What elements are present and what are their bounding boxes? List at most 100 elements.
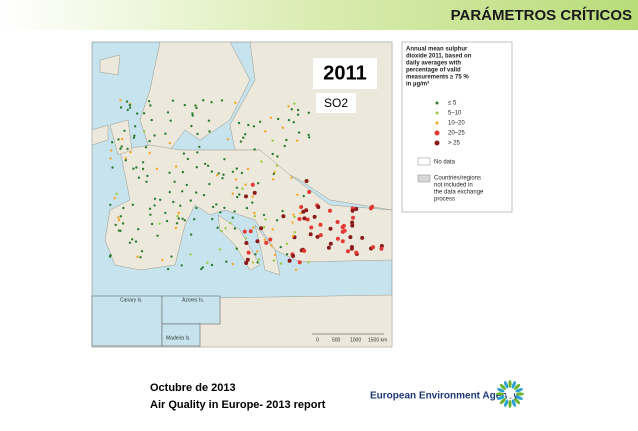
station-dot <box>222 173 225 176</box>
station-dot <box>221 177 224 180</box>
inset-label: Azores Is. <box>182 297 204 303</box>
station-dot <box>312 214 317 219</box>
station-dot <box>264 130 267 133</box>
pollutant-box <box>316 93 356 113</box>
station-dot <box>128 241 132 244</box>
station-dot <box>234 101 237 104</box>
station-dot <box>215 203 218 206</box>
station-dot <box>350 208 355 213</box>
logo-petal <box>497 395 505 400</box>
station-dot <box>125 100 129 103</box>
station-dot <box>168 141 171 145</box>
station-dot <box>123 129 126 132</box>
station-dot <box>235 186 239 189</box>
station-dot <box>132 136 136 139</box>
legend-label: 20–25 <box>448 131 465 137</box>
legend-label: > 25 <box>448 141 461 147</box>
station-dot <box>244 261 249 265</box>
station-dot <box>275 164 279 167</box>
station-dot <box>291 253 296 258</box>
station-dot <box>223 206 226 209</box>
logo-center <box>506 390 514 398</box>
logo-petal <box>497 388 505 393</box>
station-dot <box>132 167 135 170</box>
station-dot <box>128 103 132 107</box>
station-dot <box>259 120 262 124</box>
station-dot <box>135 166 138 169</box>
station-dot <box>186 157 190 161</box>
legend-swatch <box>417 157 431 166</box>
station-dot <box>117 138 120 141</box>
station-dot <box>110 141 114 144</box>
station-dot <box>251 195 254 198</box>
station-dot <box>283 144 286 148</box>
station-dot <box>253 148 256 151</box>
legend-label: Countries/regions <box>434 176 481 182</box>
station-dot <box>292 213 295 216</box>
station-dot <box>281 209 284 213</box>
station-dot <box>244 237 247 240</box>
station-dot <box>253 211 256 215</box>
station-dot <box>340 239 345 244</box>
inset-label: Madeira Is. <box>166 335 191 341</box>
station-dot <box>139 256 142 259</box>
legend-swatch <box>434 130 440 136</box>
station-dot <box>206 164 210 167</box>
station-dot <box>200 267 203 271</box>
station-dot <box>140 250 144 253</box>
station-dot <box>137 176 141 179</box>
station-dot <box>181 217 184 220</box>
station-dot <box>172 200 175 204</box>
station-dot <box>194 104 197 107</box>
station-dot <box>141 161 145 164</box>
station-dot <box>153 204 156 207</box>
scale-label: 1000 <box>350 337 361 343</box>
station-dot <box>302 216 307 221</box>
station-dot <box>176 214 179 218</box>
station-dot <box>245 206 249 210</box>
station-dot <box>234 178 238 181</box>
station-dot <box>231 216 234 219</box>
station-dot <box>285 242 289 245</box>
scale-bar: 0 500 1000 1500 km <box>312 333 387 343</box>
station-dot <box>244 241 249 245</box>
agency-logo <box>496 380 524 408</box>
logo-petal <box>511 399 516 407</box>
station-dot <box>307 190 312 194</box>
station-dot <box>129 151 132 154</box>
station-dot <box>109 157 112 160</box>
legend-title: daily averages with <box>406 61 461 67</box>
station-dot <box>122 206 125 210</box>
station-dot <box>235 167 238 170</box>
station-dot <box>371 245 376 250</box>
station-dot <box>290 108 293 111</box>
station-dot <box>168 190 171 194</box>
station-dot <box>270 244 273 247</box>
station-dot <box>146 174 149 178</box>
station-dot <box>260 160 263 163</box>
logo-petal <box>514 383 521 390</box>
station-dot <box>126 108 129 112</box>
station-dot <box>171 99 175 102</box>
station-dot <box>168 171 171 174</box>
station-dot <box>305 217 310 222</box>
station-dot <box>272 178 275 181</box>
station-dot <box>169 119 172 122</box>
station-dot <box>109 254 112 257</box>
station-dot <box>229 221 232 225</box>
station-dot <box>141 167 145 171</box>
station-dot <box>120 145 123 148</box>
logo-petal <box>508 380 512 388</box>
station-dot <box>248 229 253 234</box>
legend-swatch <box>434 140 440 146</box>
station-dot <box>136 112 139 115</box>
station-dot <box>110 149 113 152</box>
year-box <box>313 58 377 89</box>
station-dot <box>124 157 128 160</box>
logo-petal <box>516 392 524 396</box>
station-dot <box>149 213 152 216</box>
header-title: PARÁMETROS CRÍTICOS <box>451 7 632 24</box>
station-dot <box>271 228 274 231</box>
station-dot <box>155 167 159 170</box>
station-dot <box>293 231 296 234</box>
